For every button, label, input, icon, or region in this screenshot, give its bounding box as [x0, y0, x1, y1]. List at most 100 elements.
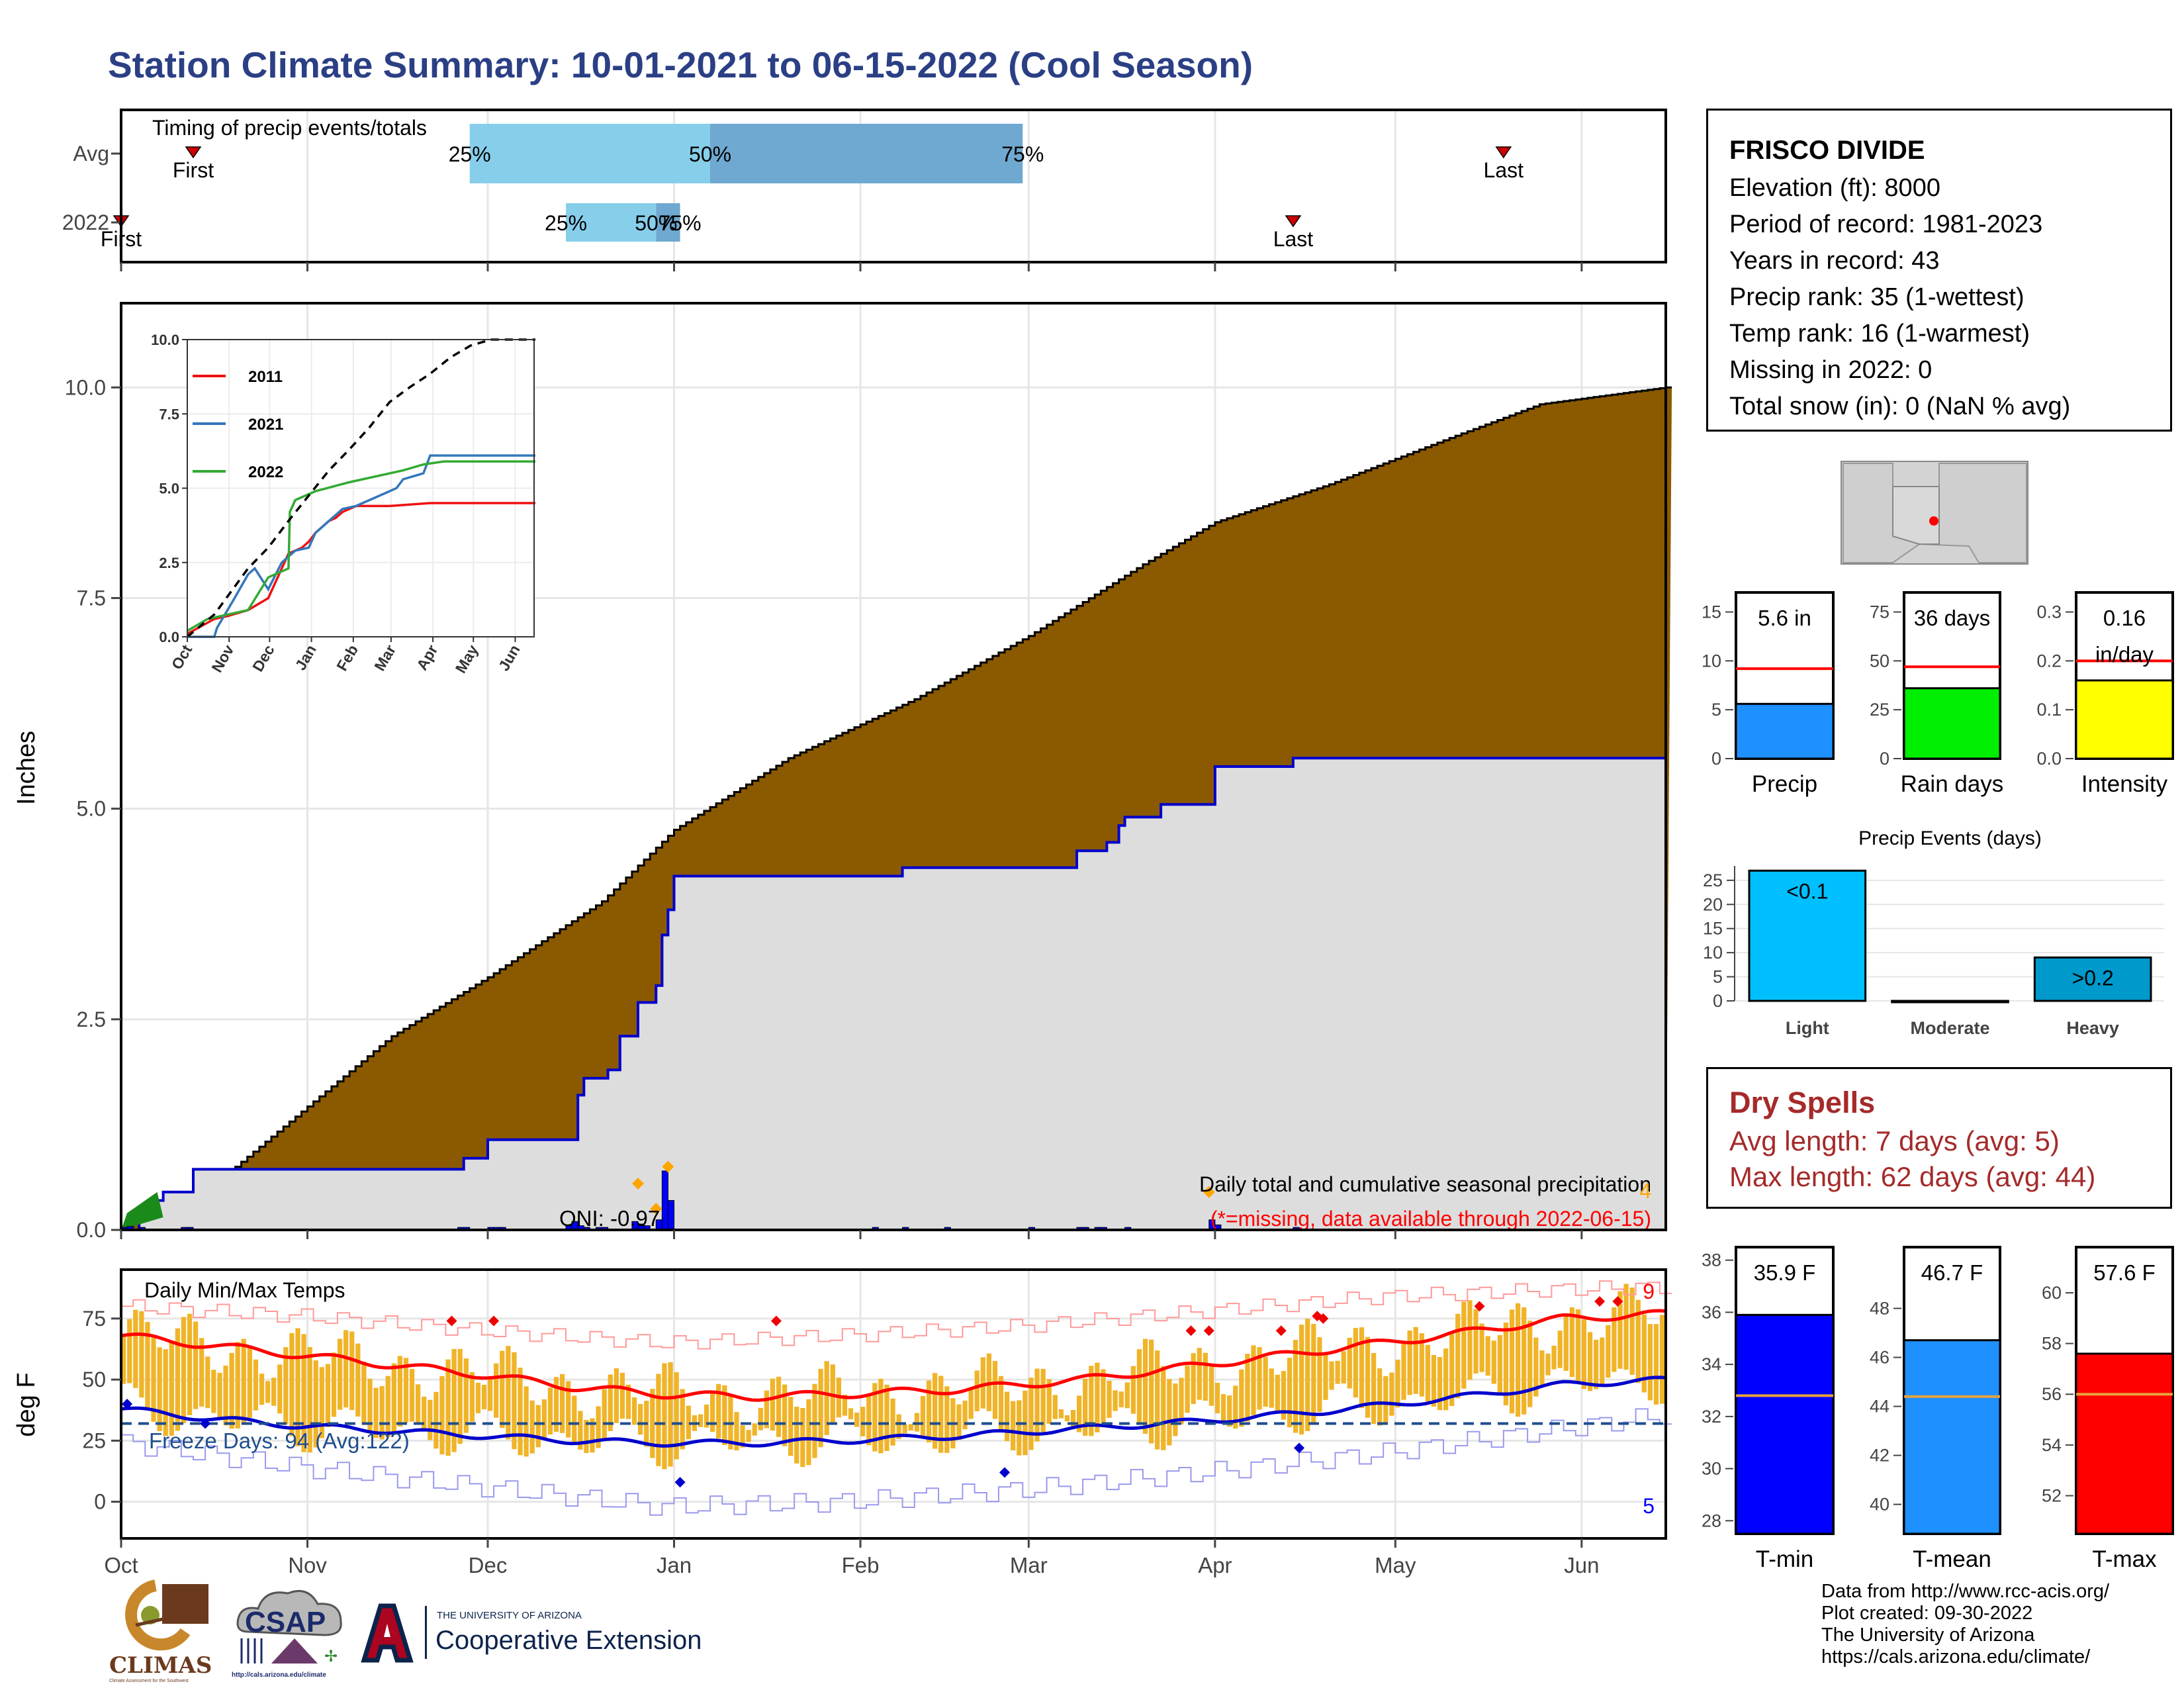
daily-temp-bar: [614, 1368, 619, 1423]
daily-temp-bar: [1011, 1401, 1016, 1451]
daily-temp-bar: [199, 1338, 205, 1407]
record-high-marker: [1203, 1325, 1214, 1336]
daily-temp-bar: [277, 1364, 283, 1414]
record-high-marker: [488, 1315, 500, 1327]
record-high-marker: [770, 1315, 782, 1327]
daily-temp-bar: [722, 1385, 727, 1446]
daily-temp-bar: [1185, 1365, 1190, 1413]
precip-y-tick-label: 10.0: [65, 375, 106, 399]
precip-y-tick-label: 2.5: [77, 1008, 106, 1031]
daily-temp-bar: [770, 1378, 776, 1431]
t-max-y-tick-label: 56: [2042, 1384, 2062, 1404]
events-bar-light: [1748, 869, 1867, 1002]
daily-temp-bar: [403, 1358, 409, 1423]
daily-temp-bar: [1629, 1288, 1635, 1375]
station-name: FRISCO DIVIDE: [1729, 136, 1925, 165]
daily-temp-bar: [782, 1384, 788, 1446]
daily-temp-bar: [1455, 1313, 1461, 1399]
last-event-label: Last: [1273, 227, 1314, 251]
daily-temp-bar: [193, 1321, 199, 1409]
daily-temp-bar: [463, 1358, 469, 1433]
daily-temp-bar: [331, 1352, 337, 1417]
daily-temp-bar: [1377, 1368, 1383, 1426]
footer-line: https://cals.arizona.edu/climate/: [1821, 1646, 2091, 1667]
daily-temp-bar: [1587, 1332, 1593, 1391]
daily-temp-bar: [619, 1372, 625, 1419]
events-y-tick-label: 20: [1703, 894, 1723, 914]
timing-row-label: Avg: [73, 142, 109, 165]
daily-temp-bar: [1419, 1333, 1424, 1397]
daily-temp-bar: [1275, 1374, 1280, 1413]
daily-temp-bar: [812, 1383, 817, 1458]
daily-temp-bar: [1299, 1325, 1304, 1435]
oni-label: ONI: -0.97: [559, 1206, 660, 1231]
t-max-y-tick-label: 60: [2042, 1283, 2062, 1303]
daily-temp-bar: [481, 1384, 487, 1409]
daily-temp-bar: [1659, 1315, 1665, 1404]
daily-temp-bar: [1347, 1337, 1352, 1389]
rain-days-y-tick-label: 25: [1870, 700, 1889, 720]
daily-temp-bar: [289, 1333, 295, 1436]
station-temp-rank: Temp rank: 16 (1-warmest): [1729, 320, 2030, 348]
daily-temp-bar: [145, 1322, 150, 1410]
tmax-average-line: [120, 1309, 1666, 1402]
daily-temp-bar: [1329, 1361, 1334, 1390]
freeze-days-label: Freeze Days: 94 (Avg:122): [149, 1429, 410, 1453]
temp-y-tick-label: 50: [82, 1368, 106, 1391]
daily-temp-bar: [529, 1400, 535, 1454]
daily-temp-bar: [181, 1317, 187, 1423]
daily-temp-bar: [1491, 1340, 1496, 1384]
avg-cumulative-line: [121, 386, 1672, 1231]
daily-temp-bar: [1052, 1395, 1058, 1419]
daily-temp-bar: [1017, 1400, 1022, 1456]
daily-temp-bar: [680, 1389, 685, 1450]
daily-temp-bar: [1161, 1366, 1166, 1450]
daily-temp-bar: [638, 1404, 643, 1435]
daily-temp-bar: [1383, 1376, 1388, 1423]
daily-temp-bar: [1395, 1359, 1400, 1408]
daily-temp-bar: [842, 1394, 848, 1416]
cumulative-2022-area: [121, 758, 1666, 1230]
daily-temp-bar: [217, 1372, 222, 1420]
inset-y-tick-label: 2.5: [159, 555, 179, 571]
record-low-marker: [999, 1467, 1011, 1478]
station-elevation: Elevation (ft): 8000: [1729, 174, 1940, 202]
footer-line: Plot created: 09-30-2022: [1821, 1603, 2033, 1624]
daily-temp-bar: [974, 1370, 979, 1411]
daily-temp-bar: [1251, 1345, 1256, 1415]
daily-temp-bar: [1533, 1337, 1539, 1397]
daily-temp-bar: [1148, 1339, 1154, 1444]
timing-bar-25-50: [566, 203, 657, 242]
daily-temp-bar: [656, 1374, 661, 1466]
daily-temp-bar: [553, 1377, 559, 1432]
daily-temp-bar: [1005, 1391, 1010, 1442]
daily-temp-bar: [433, 1391, 439, 1449]
rain-days-value-label: 36 days: [1914, 606, 1991, 630]
daily-temp-bar: [998, 1376, 1004, 1430]
precip-y-tick-label: 0.0: [77, 1218, 106, 1242]
station-precip-rank: Precip rank: 35 (1-wettest): [1729, 283, 2025, 311]
daily-temp-bar: [211, 1370, 216, 1413]
daily-temp-bar: [1443, 1348, 1449, 1411]
inset-legend-label: 2022: [248, 463, 283, 481]
daily-temp-bar: [584, 1420, 589, 1454]
timing-q25-label: 25%: [545, 211, 587, 235]
timing-bar-50-75: [656, 203, 680, 242]
daily-temp-bar: [968, 1387, 974, 1419]
month-tick-label: May: [1375, 1553, 1416, 1577]
dry-spells-avg: Avg length: 7 days (avg: 5): [1729, 1125, 2060, 1156]
daily-temp-bar: [163, 1349, 168, 1436]
daily-temp-bar: [752, 1423, 757, 1436]
last-event-marker: [1495, 146, 1512, 159]
month-tick-label: Mar: [1010, 1553, 1048, 1577]
t-max-y-tick-label: 52: [2042, 1486, 2062, 1506]
precip-corner-count: 4: [1639, 1179, 1651, 1203]
daily-temp-bar: [1058, 1409, 1064, 1419]
daily-temp-bar: [205, 1356, 210, 1409]
daily-temp-bar: [169, 1341, 174, 1436]
daily-temp-bar: [1467, 1300, 1473, 1380]
inset-y-tick-label: 7.5: [159, 406, 179, 422]
temp-y-tick-label: 0: [94, 1490, 106, 1514]
last-event-marker: [1285, 215, 1302, 228]
precip-panel-subtitle: (*=missing, data available through 2022-…: [1210, 1207, 1651, 1231]
